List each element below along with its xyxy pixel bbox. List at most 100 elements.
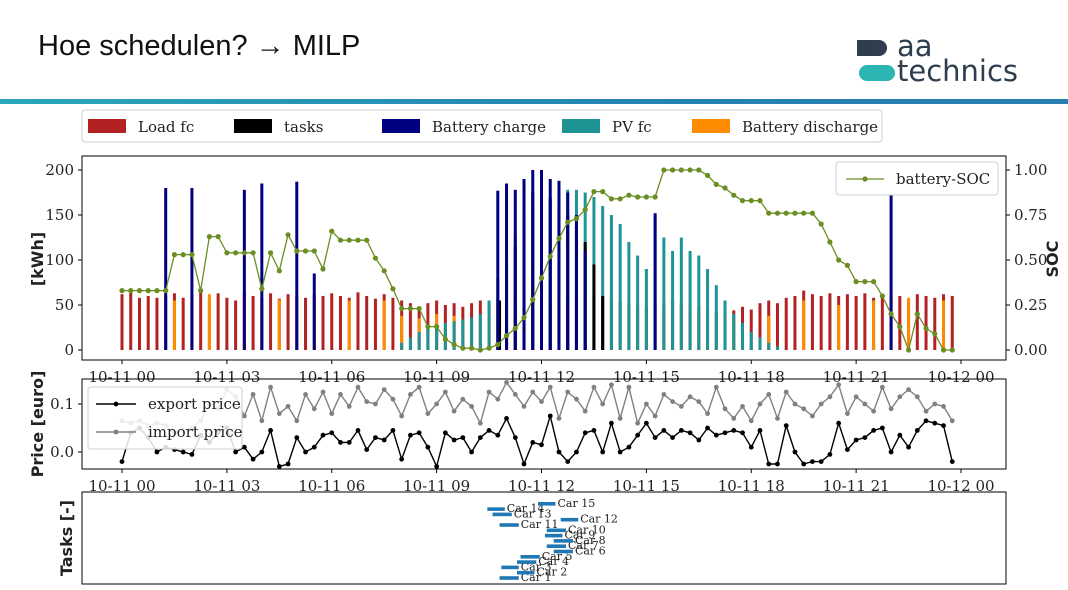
import-price-point bbox=[906, 387, 911, 392]
export-price-point bbox=[346, 440, 352, 445]
export-price-point bbox=[897, 432, 903, 438]
bar-load-fc bbox=[356, 292, 360, 350]
export-price-point bbox=[670, 435, 675, 440]
soc-point bbox=[399, 306, 405, 312]
soc-point bbox=[669, 167, 676, 173]
soc-point bbox=[381, 268, 387, 274]
bar-pv-fc bbox=[749, 332, 753, 350]
import-price-point bbox=[268, 384, 273, 390]
task-bar bbox=[499, 576, 519, 580]
export-price-point bbox=[731, 428, 737, 433]
bar-battery-discharge bbox=[207, 294, 211, 350]
bar-load-fc bbox=[120, 294, 124, 350]
bar-load-fc bbox=[784, 297, 788, 350]
export-price-point bbox=[888, 449, 894, 455]
soc-point bbox=[460, 345, 466, 351]
bar-pv-fc bbox=[697, 255, 701, 350]
schedule-figure: Load fc tasks Battery charge PV fc Battery d… bbox=[28, 109, 1062, 585]
export-price-point bbox=[285, 461, 291, 467]
bar-load-fc bbox=[924, 296, 928, 350]
bar-pv-fc bbox=[767, 342, 771, 350]
bar-battery-charge bbox=[531, 170, 535, 350]
export-price-point bbox=[469, 449, 474, 455]
soc-point bbox=[940, 347, 947, 353]
export-price-point bbox=[941, 423, 946, 428]
task-bar bbox=[487, 507, 505, 511]
bar-battery-charge bbox=[295, 181, 299, 350]
import-price-point bbox=[320, 389, 326, 395]
bar-load-fc bbox=[234, 300, 238, 350]
soc-point bbox=[687, 167, 693, 173]
soc-point bbox=[224, 250, 230, 256]
bar-pv-fc bbox=[688, 251, 692, 350]
export-price-point bbox=[652, 435, 658, 440]
export-price-point bbox=[477, 435, 483, 440]
import-price-point bbox=[757, 401, 763, 407]
import-price-point bbox=[329, 411, 335, 416]
tasks-axes-frame bbox=[81, 491, 1007, 585]
y-tick-label: 50 bbox=[55, 296, 74, 314]
legend-label: PV fc bbox=[612, 118, 652, 136]
header-divider bbox=[0, 99, 1068, 104]
export-price-point bbox=[180, 449, 186, 455]
export-price-point bbox=[311, 444, 317, 450]
bar-battery-discharge bbox=[277, 299, 281, 350]
bar-battery-discharge bbox=[907, 297, 911, 350]
import-price-point bbox=[600, 401, 606, 407]
soc-point bbox=[923, 325, 929, 331]
bar-load-fc bbox=[391, 297, 395, 350]
soc-point bbox=[853, 279, 859, 285]
slide-title: Hoe schedulen? → MILP bbox=[38, 30, 361, 62]
legend-swatch bbox=[562, 119, 600, 133]
export-price-point bbox=[233, 449, 239, 455]
export-price-point bbox=[276, 464, 282, 469]
export-price-point bbox=[626, 444, 632, 450]
soc-point bbox=[250, 250, 256, 256]
bar-load-fc bbox=[950, 296, 954, 350]
import-price-point bbox=[373, 401, 378, 407]
x-tick-label: 10-11 18 bbox=[718, 368, 785, 386]
soc-point bbox=[862, 279, 868, 285]
export-price-point bbox=[923, 418, 929, 424]
bar-battery-charge bbox=[242, 189, 246, 350]
export-price-point bbox=[547, 413, 553, 419]
soc-point bbox=[879, 293, 885, 299]
task-bar bbox=[517, 560, 537, 564]
import-price-line bbox=[121, 381, 953, 434]
price-legend-box bbox=[87, 386, 243, 450]
soc-point bbox=[434, 324, 440, 330]
export-price-point bbox=[381, 437, 387, 443]
soc-point bbox=[836, 257, 842, 263]
soc-point bbox=[416, 306, 422, 312]
task-bar bbox=[544, 533, 563, 538]
import-price-point bbox=[643, 401, 649, 407]
export-price-point bbox=[609, 420, 614, 426]
soc-point bbox=[320, 266, 326, 272]
logo-line-1: aa bbox=[897, 29, 933, 63]
soc-point bbox=[652, 194, 658, 200]
soc-point bbox=[739, 198, 746, 204]
soc-point bbox=[774, 210, 781, 216]
soc-line bbox=[122, 169, 953, 353]
import-price-point bbox=[801, 406, 807, 412]
y2-tick-label: 0.00 bbox=[1014, 341, 1047, 359]
soc-point bbox=[696, 167, 702, 173]
bar-battery-charge bbox=[889, 195, 893, 350]
export-price-point bbox=[451, 437, 457, 443]
y2-tick-label: 0.25 bbox=[1014, 296, 1047, 314]
import-price-point bbox=[582, 408, 588, 414]
x-tick-label: 10-11 03 bbox=[193, 368, 260, 386]
y2-tick-label: 0.75 bbox=[1014, 206, 1047, 224]
import-price-point bbox=[941, 404, 946, 409]
bar-battery-charge bbox=[583, 251, 587, 350]
bar-battery-charge bbox=[260, 183, 264, 350]
import-price-point bbox=[609, 382, 614, 388]
bar-load-fc bbox=[269, 293, 273, 350]
bar-pv-fc bbox=[461, 319, 465, 350]
bar-load-fc bbox=[251, 296, 255, 350]
soc-point bbox=[713, 181, 719, 187]
export-price-point bbox=[914, 428, 920, 433]
task-label: Car 15 bbox=[557, 497, 595, 510]
import-price-point bbox=[303, 392, 308, 397]
y-tick-label: 0.1 bbox=[50, 395, 74, 413]
